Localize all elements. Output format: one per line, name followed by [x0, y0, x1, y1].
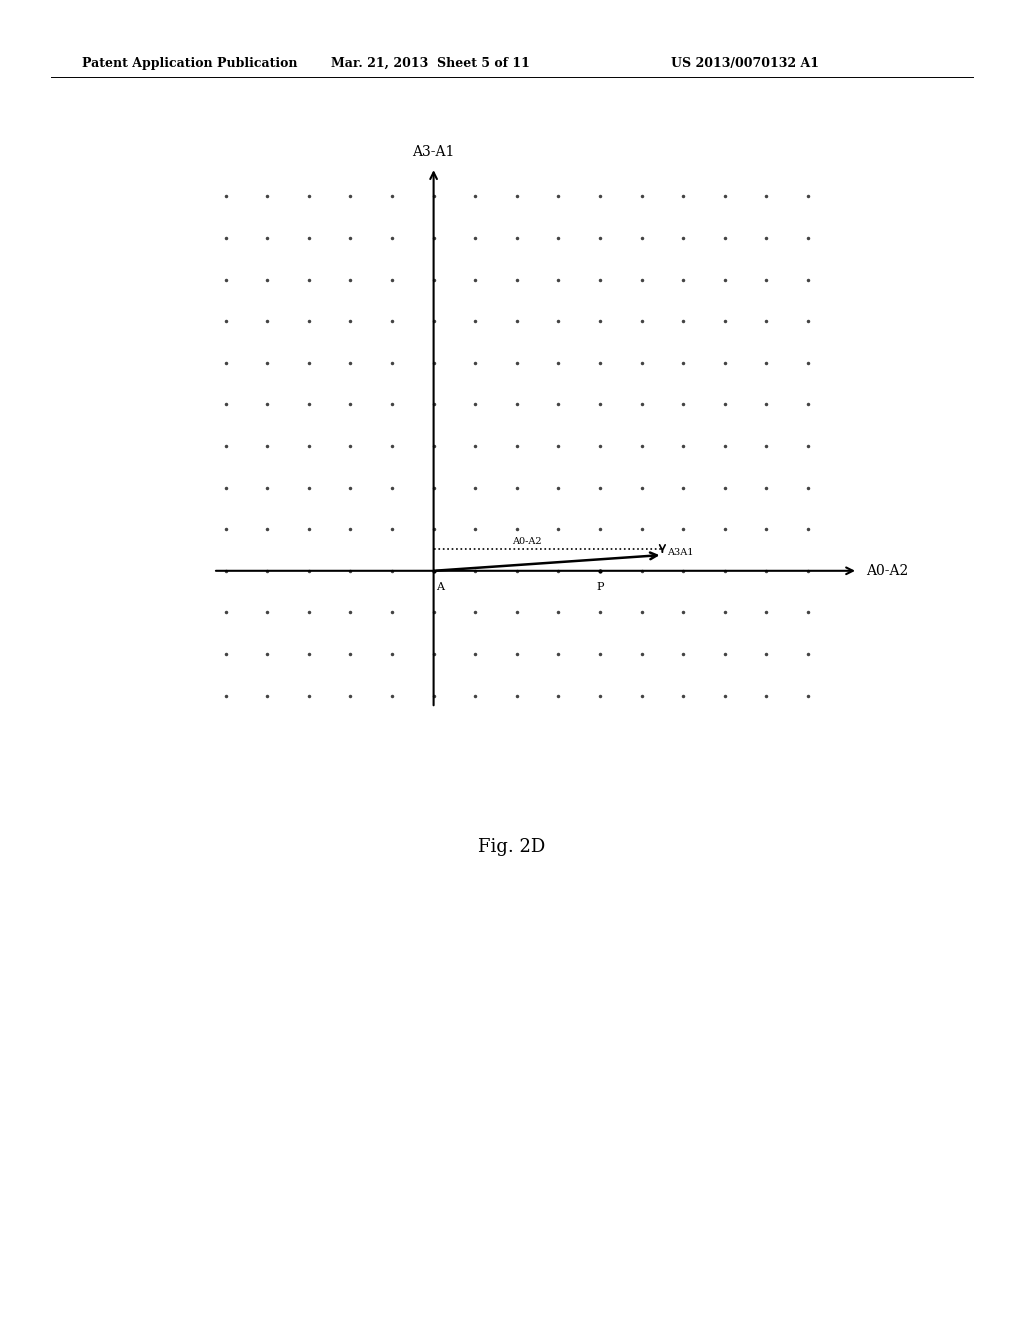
Text: US 2013/0070132 A1: US 2013/0070132 A1 — [671, 57, 819, 70]
Text: A: A — [436, 582, 443, 593]
Text: Fig. 2D: Fig. 2D — [478, 838, 546, 857]
Text: A0-A2: A0-A2 — [512, 537, 542, 546]
Text: Mar. 21, 2013  Sheet 5 of 11: Mar. 21, 2013 Sheet 5 of 11 — [331, 57, 529, 70]
Text: P: P — [596, 582, 604, 593]
Text: A3-A1: A3-A1 — [413, 145, 455, 158]
Text: A3A1: A3A1 — [668, 548, 694, 557]
Text: Patent Application Publication: Patent Application Publication — [82, 57, 297, 70]
Text: A0-A2: A0-A2 — [866, 564, 908, 578]
